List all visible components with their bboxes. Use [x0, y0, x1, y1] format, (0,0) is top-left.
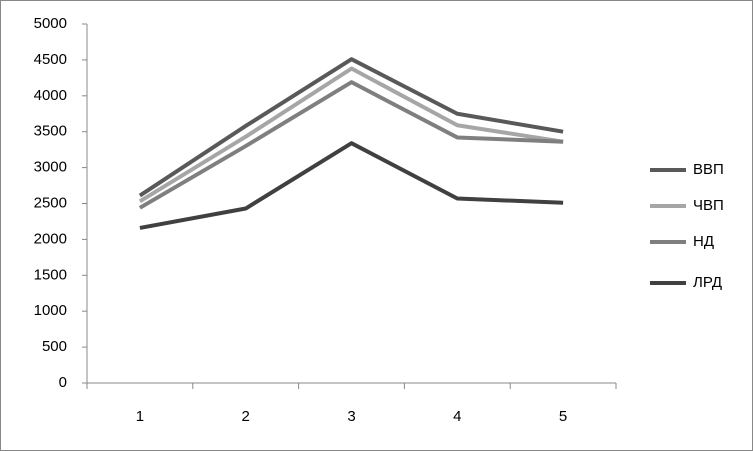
y-tick-label: 2000: [34, 230, 67, 247]
y-tick-label: 500: [42, 338, 67, 355]
series-line: [138, 57, 564, 198]
y-tick-label: 4500: [34, 51, 67, 68]
legend-label: ЧВП: [693, 197, 724, 214]
y-tick-label: 3500: [34, 123, 67, 140]
series-line: [138, 66, 564, 204]
y-tick-label: 0: [59, 374, 67, 391]
x-tick-label: 2: [242, 408, 250, 425]
y-tick-label: 2500: [34, 194, 67, 211]
legend-label: ВВП: [693, 161, 724, 178]
y-tick-label: 5000: [34, 15, 67, 32]
series-line: [139, 141, 564, 230]
legend-label: НД: [693, 233, 714, 250]
y-tick-label: 4000: [34, 87, 67, 104]
x-tick-label: 3: [347, 408, 355, 425]
series-line: [138, 80, 564, 210]
x-tick-label: 1: [136, 408, 144, 425]
x-tick-label: 4: [453, 408, 461, 425]
y-tick-label: 1500: [34, 266, 67, 283]
y-tick-label: 3000: [34, 159, 67, 176]
x-tick-label: 5: [559, 408, 567, 425]
y-tick-label: 1000: [34, 302, 67, 319]
legend-label: ЛРД: [693, 274, 722, 291]
